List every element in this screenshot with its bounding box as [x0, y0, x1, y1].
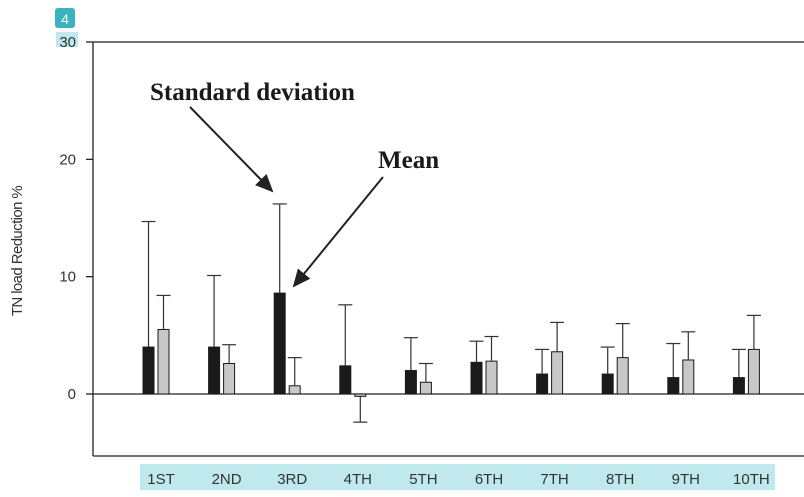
y-tick-label: 20 — [59, 151, 76, 168]
x-tick-label: 3RD — [277, 471, 307, 488]
y-tick-label: 0 — [68, 386, 76, 403]
page-badge-label: 4 — [61, 11, 69, 27]
x-tick-label: 6TH — [475, 471, 503, 488]
bar — [667, 377, 680, 395]
bar — [288, 385, 301, 395]
page-badge — [55, 8, 75, 28]
bar — [273, 292, 286, 395]
bar — [682, 359, 695, 395]
x-tick-label: 8TH — [606, 471, 634, 488]
tick-label-highlights — [56, 32, 775, 490]
x-tick-label: 2ND — [212, 471, 242, 488]
bar — [404, 370, 417, 395]
x-tick-label: 7TH — [540, 471, 568, 488]
annotation-mean: Mean — [378, 147, 439, 174]
annotation-arrow-mean — [292, 176, 384, 288]
y-tick-label: 10 — [59, 269, 76, 286]
x-tick-label: 1ST — [147, 471, 175, 488]
x-tick-label: 10TH — [733, 471, 770, 488]
bar — [536, 373, 549, 395]
y-tick-highlight — [56, 32, 78, 47]
x-tick-label: 5TH — [409, 471, 437, 488]
y-tick-label: 30 — [59, 34, 76, 51]
bar — [601, 373, 614, 395]
annotation-arrow-standard-deviation — [189, 106, 274, 193]
bar — [208, 346, 221, 395]
bar — [157, 328, 170, 395]
bar — [339, 365, 352, 395]
bar — [419, 381, 432, 395]
bar — [732, 377, 745, 395]
y-axis-ticks: 0 10 20 30 — [59, 34, 93, 403]
x-axis-tick-labels: 1ST 2ND 3RD 4TH 5TH 6TH 7TH 8TH 9TH 10TH — [147, 471, 770, 488]
annotation-standard-deviation: Standard deviation — [150, 79, 355, 106]
error-bars — [141, 203, 761, 423]
bar — [470, 361, 483, 395]
bar — [551, 351, 564, 395]
x-label-highlight — [140, 464, 775, 490]
bar — [354, 393, 367, 397]
bar — [747, 348, 760, 395]
x-tick-label: 4TH — [344, 471, 372, 488]
bar — [142, 346, 155, 395]
bar — [485, 360, 498, 395]
bar — [616, 357, 629, 395]
y-axis-label: TN load Reduction % — [9, 186, 26, 317]
x-tick-label: 9TH — [672, 471, 700, 488]
bar — [223, 362, 236, 395]
